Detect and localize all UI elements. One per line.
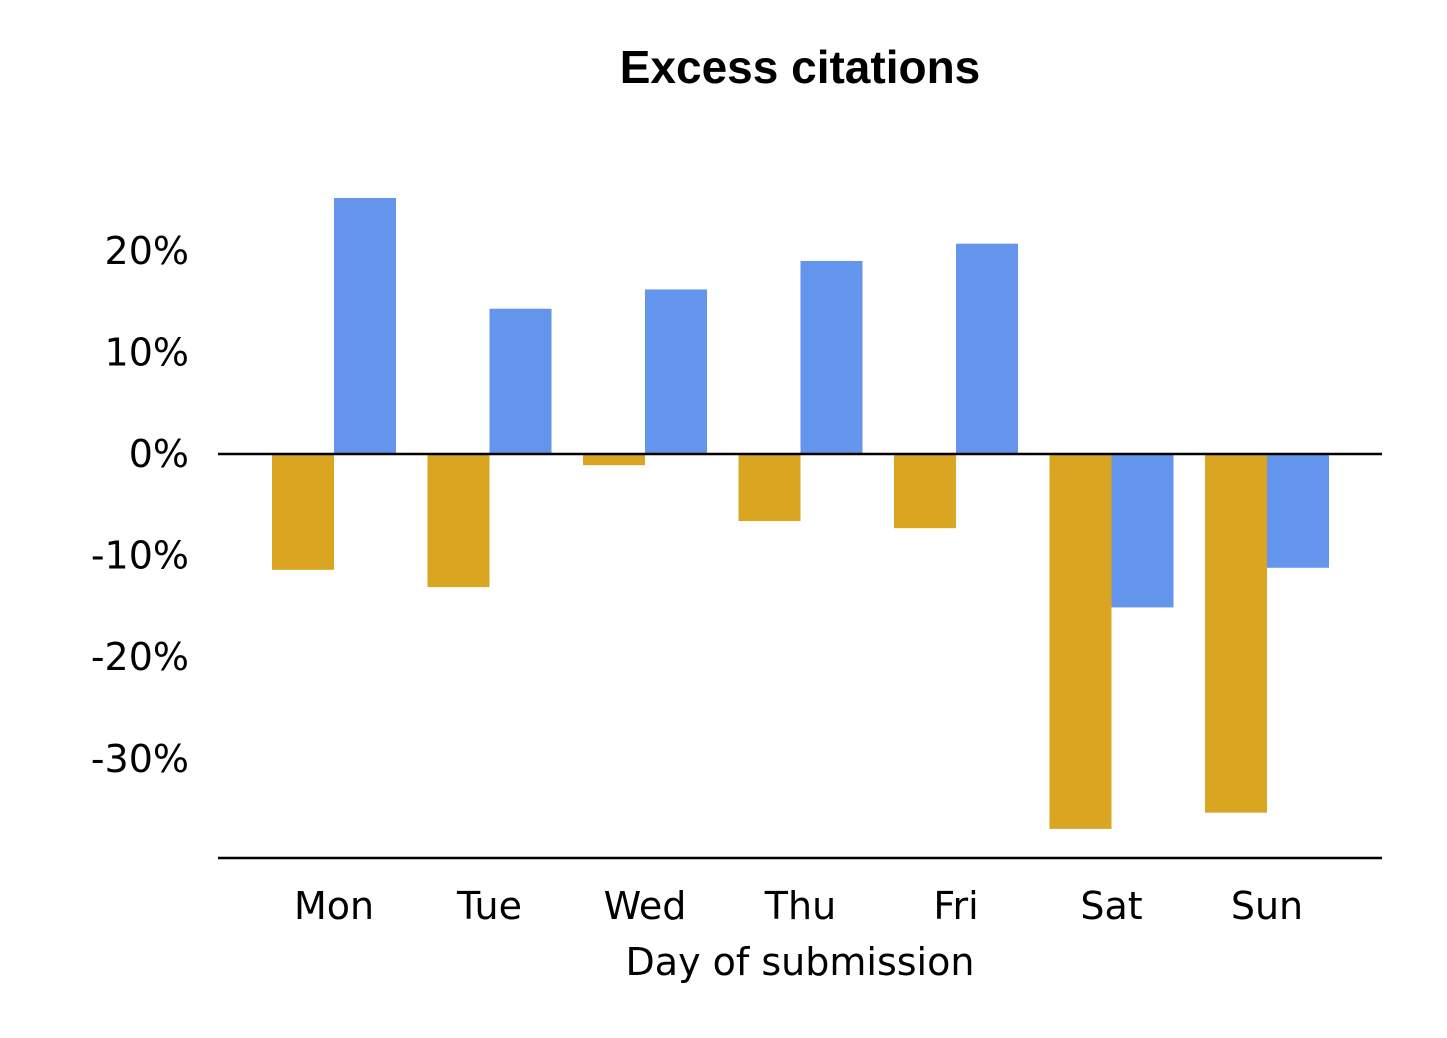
bar-wed-series-2 [645,289,707,454]
bar-fri-series-1 [894,454,956,529]
y-tick-label: -30% [91,737,189,781]
bar-tue-series-2 [489,308,552,454]
y-tick-label: 10% [105,330,189,374]
x-tick-label: Wed [604,884,687,928]
y-tick-label: -10% [91,534,189,578]
x-tick-label: Fri [933,884,978,928]
bar-thu-series-1 [738,454,801,522]
x-tick-label: Sun [1231,884,1303,928]
bar-mon-series-1 [272,454,334,570]
bar-sun-series-1 [1205,454,1267,813]
chart-title: Excess citations [620,41,981,93]
x-tick-label: Tue [456,884,522,928]
y-tick-label: -20% [91,635,189,679]
x-axis-tick-labels: Mon Tue Wed Thu Fri Sat Sun [294,884,1303,928]
y-axis-tick-labels: 20% 10% 0% -10% -20% -30% [91,229,189,781]
x-tick-label: Thu [764,884,836,928]
y-tick-label: 0% [129,432,189,476]
bar-sat-series-1 [1049,454,1112,829]
bar-sat-series-2 [1111,454,1174,608]
x-tick-label: Mon [294,884,374,928]
x-axis-label: Day of submission [626,940,975,984]
bar-tue-series-1 [427,454,490,588]
y-tick-label: 20% [105,229,189,273]
bar-fri-series-2 [956,243,1018,454]
bar-sun-series-2 [1267,454,1329,568]
bar-wed-series-1 [583,454,645,466]
bar-thu-series-2 [800,260,863,454]
x-tick-label: Sat [1080,884,1142,928]
bars [272,197,1329,829]
bar-mon-series-2 [334,197,396,454]
